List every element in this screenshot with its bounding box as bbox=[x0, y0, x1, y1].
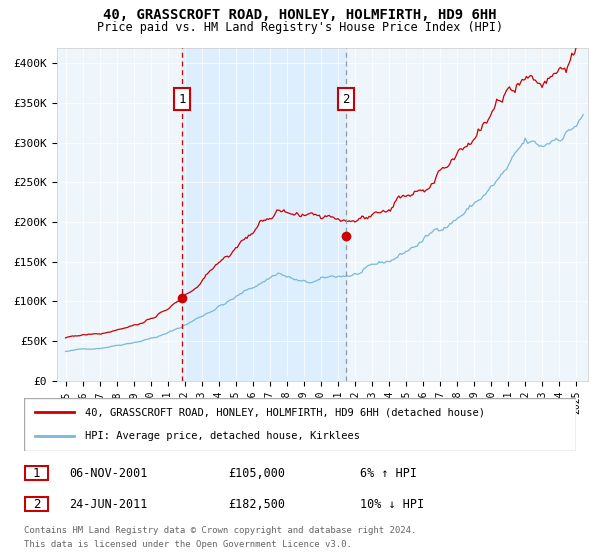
Text: 10% ↓ HPI: 10% ↓ HPI bbox=[360, 497, 424, 511]
Text: 24-JUN-2011: 24-JUN-2011 bbox=[69, 497, 148, 511]
Text: This data is licensed under the Open Government Licence v3.0.: This data is licensed under the Open Gov… bbox=[24, 540, 352, 549]
Text: 2: 2 bbox=[33, 497, 40, 511]
Text: Price paid vs. HM Land Registry's House Price Index (HPI): Price paid vs. HM Land Registry's House … bbox=[97, 21, 503, 34]
Bar bbox=[182, 48, 346, 381]
Text: 1: 1 bbox=[33, 466, 40, 480]
Text: £182,500: £182,500 bbox=[228, 497, 285, 511]
Text: HPI: Average price, detached house, Kirklees: HPI: Average price, detached house, Kirk… bbox=[85, 431, 360, 441]
FancyBboxPatch shape bbox=[25, 497, 48, 511]
Text: 06-NOV-2001: 06-NOV-2001 bbox=[69, 466, 148, 480]
Text: 1: 1 bbox=[178, 92, 186, 106]
Text: £105,000: £105,000 bbox=[228, 466, 285, 480]
Text: 40, GRASSCROFT ROAD, HONLEY, HOLMFIRTH, HD9 6HH (detached house): 40, GRASSCROFT ROAD, HONLEY, HOLMFIRTH, … bbox=[85, 408, 485, 418]
Text: Contains HM Land Registry data © Crown copyright and database right 2024.: Contains HM Land Registry data © Crown c… bbox=[24, 526, 416, 535]
Text: 2: 2 bbox=[342, 92, 350, 106]
Text: 40, GRASSCROFT ROAD, HONLEY, HOLMFIRTH, HD9 6HH: 40, GRASSCROFT ROAD, HONLEY, HOLMFIRTH, … bbox=[103, 8, 497, 22]
FancyBboxPatch shape bbox=[25, 466, 48, 480]
Text: 6% ↑ HPI: 6% ↑ HPI bbox=[360, 466, 417, 480]
FancyBboxPatch shape bbox=[24, 398, 576, 451]
